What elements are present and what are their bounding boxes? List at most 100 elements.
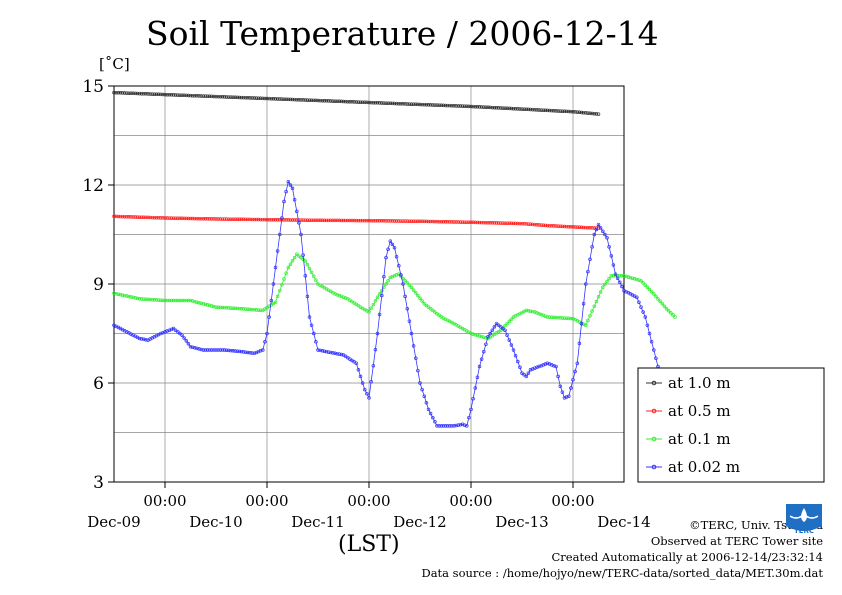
data-point	[556, 374, 560, 379]
data-point	[435, 103, 439, 107]
data-point	[314, 340, 318, 344]
data-point	[301, 98, 305, 102]
data-point	[513, 221, 518, 226]
data-point	[273, 218, 278, 222]
data-point	[346, 99, 350, 104]
data-point	[454, 423, 458, 428]
data-point	[125, 91, 129, 95]
data-point	[265, 96, 269, 101]
data-point	[288, 262, 293, 266]
data-point	[159, 92, 163, 97]
data-point	[462, 104, 467, 108]
data-point	[507, 221, 512, 226]
data-point	[127, 294, 131, 299]
data-point	[246, 96, 250, 100]
data-point	[397, 272, 401, 276]
data-point	[339, 99, 344, 104]
data-point	[133, 296, 138, 300]
data-point	[558, 384, 563, 389]
data-point	[456, 220, 461, 224]
data-point	[322, 218, 327, 223]
data-point	[535, 365, 539, 370]
data-point	[180, 216, 184, 221]
data-point	[261, 96, 265, 101]
data-point	[382, 219, 386, 223]
data-point	[343, 218, 348, 223]
data-point	[282, 199, 286, 204]
data-point	[382, 274, 386, 279]
data-point	[535, 108, 539, 112]
data-point	[146, 92, 150, 96]
data-point	[605, 236, 609, 240]
data-point	[178, 298, 182, 303]
data-point	[326, 350, 331, 354]
data-point	[159, 331, 163, 336]
data-point	[637, 300, 641, 304]
data-point	[567, 316, 571, 321]
data-point	[116, 292, 121, 296]
data-point	[312, 331, 316, 336]
data-point	[550, 315, 554, 320]
data-point	[139, 215, 144, 219]
data-point	[375, 331, 380, 336]
data-point	[371, 100, 376, 105]
data-point	[594, 227, 599, 232]
data-point	[609, 254, 614, 258]
data-point	[203, 94, 208, 98]
data-point	[182, 336, 186, 340]
data-point	[390, 274, 395, 279]
data-point	[558, 316, 563, 320]
data-point	[584, 323, 588, 328]
data-point	[165, 298, 169, 303]
data-point	[386, 219, 390, 223]
data-point	[494, 321, 499, 326]
data-point	[254, 217, 259, 222]
data-point	[193, 93, 197, 98]
data-point	[656, 297, 660, 301]
data-point	[180, 333, 184, 337]
data-point	[114, 90, 118, 95]
data-point	[382, 101, 386, 105]
data-point	[590, 309, 594, 313]
data-point	[414, 102, 418, 107]
data-point	[554, 224, 558, 228]
data-point	[131, 295, 135, 300]
data-point	[522, 107, 526, 111]
data-point	[171, 93, 176, 97]
data-point	[229, 217, 233, 221]
data-point	[118, 91, 123, 95]
data-point	[471, 104, 475, 109]
data-point	[411, 102, 416, 106]
data-point	[171, 298, 176, 303]
data-point	[590, 226, 594, 230]
data-point	[533, 108, 537, 112]
data-point	[239, 349, 244, 354]
data-point	[224, 95, 229, 99]
data-point	[409, 102, 414, 106]
data-point	[603, 232, 607, 237]
data-point	[635, 295, 639, 299]
data-point	[333, 218, 337, 223]
data-point	[552, 363, 556, 368]
data-point	[392, 219, 397, 223]
data-point	[477, 220, 482, 225]
data-point	[271, 97, 276, 101]
data-point	[492, 221, 497, 225]
data-point	[441, 220, 446, 224]
legend-label: at 0.5 m	[668, 402, 731, 420]
data-point	[513, 107, 518, 111]
data-point	[475, 105, 480, 109]
data-point	[288, 183, 293, 187]
data-point	[552, 109, 556, 113]
data-point	[167, 216, 172, 220]
data-point	[148, 297, 152, 302]
data-point	[460, 104, 465, 108]
data-point	[282, 277, 286, 281]
data-point	[394, 219, 399, 223]
data-point	[579, 225, 584, 230]
data-point	[626, 275, 631, 279]
data-point	[173, 298, 178, 303]
data-point	[324, 99, 329, 103]
data-point	[426, 407, 431, 412]
data-point	[258, 308, 263, 312]
